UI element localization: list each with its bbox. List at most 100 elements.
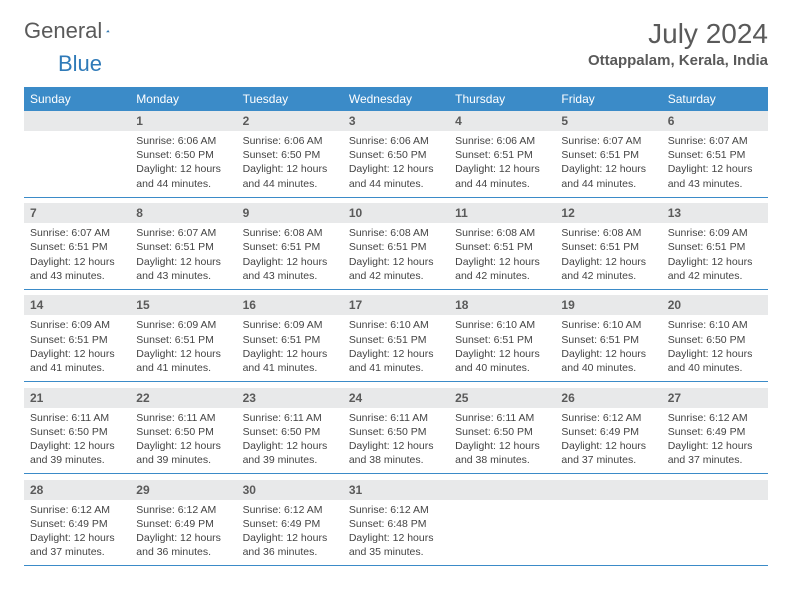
day-number: 4 — [449, 111, 555, 131]
logo-text-2: Blue — [58, 51, 102, 77]
day-detail: Sunrise: 6:09 AMSunset: 6:51 PMDaylight:… — [24, 315, 130, 381]
day-detail: Sunrise: 6:07 AMSunset: 6:51 PMDaylight:… — [24, 223, 130, 289]
weekday-header: Wednesday — [343, 87, 449, 111]
day-detail: Sunrise: 6:09 AMSunset: 6:51 PMDaylight:… — [237, 315, 343, 381]
day-cell: 10Sunrise: 6:08 AMSunset: 6:51 PMDayligh… — [343, 203, 449, 289]
day-cell: 2Sunrise: 6:06 AMSunset: 6:50 PMDaylight… — [237, 111, 343, 197]
day-detail: Sunrise: 6:12 AMSunset: 6:48 PMDaylight:… — [343, 500, 449, 566]
day-cell: 17Sunrise: 6:10 AMSunset: 6:51 PMDayligh… — [343, 295, 449, 381]
day-cell: 31Sunrise: 6:12 AMSunset: 6:48 PMDayligh… — [343, 480, 449, 566]
day-number: 18 — [449, 295, 555, 315]
weekday-header: Monday — [130, 87, 236, 111]
day-number: 30 — [237, 480, 343, 500]
day-detail: Sunrise: 6:12 AMSunset: 6:49 PMDaylight:… — [24, 500, 130, 566]
day-cell: 11Sunrise: 6:08 AMSunset: 6:51 PMDayligh… — [449, 203, 555, 289]
day-cell: 16Sunrise: 6:09 AMSunset: 6:51 PMDayligh… — [237, 295, 343, 381]
day-number: 1 — [130, 111, 236, 131]
day-detail: Sunrise: 6:10 AMSunset: 6:50 PMDaylight:… — [662, 315, 768, 381]
day-detail: Sunrise: 6:11 AMSunset: 6:50 PMDaylight:… — [130, 408, 236, 474]
day-cell — [449, 480, 555, 566]
logo-triangle-icon — [106, 22, 110, 40]
day-detail: Sunrise: 6:08 AMSunset: 6:51 PMDaylight:… — [449, 223, 555, 289]
day-cell: 18Sunrise: 6:10 AMSunset: 6:51 PMDayligh… — [449, 295, 555, 381]
day-cell: 30Sunrise: 6:12 AMSunset: 6:49 PMDayligh… — [237, 480, 343, 566]
day-detail: Sunrise: 6:06 AMSunset: 6:50 PMDaylight:… — [130, 131, 236, 197]
day-cell: 13Sunrise: 6:09 AMSunset: 6:51 PMDayligh… — [662, 203, 768, 289]
day-number: 3 — [343, 111, 449, 131]
day-cell: 24Sunrise: 6:11 AMSunset: 6:50 PMDayligh… — [343, 388, 449, 474]
weekday-header: Sunday — [24, 87, 130, 111]
calendar-week-row: 14Sunrise: 6:09 AMSunset: 6:51 PMDayligh… — [24, 295, 768, 381]
day-detail: Sunrise: 6:06 AMSunset: 6:50 PMDaylight:… — [237, 131, 343, 197]
day-number — [24, 111, 130, 131]
calendar-week-row: 28Sunrise: 6:12 AMSunset: 6:49 PMDayligh… — [24, 480, 768, 566]
logo-text-1: General — [24, 18, 102, 44]
day-detail — [555, 500, 661, 558]
day-cell: 9Sunrise: 6:08 AMSunset: 6:51 PMDaylight… — [237, 203, 343, 289]
day-detail: Sunrise: 6:11 AMSunset: 6:50 PMDaylight:… — [343, 408, 449, 474]
day-number: 19 — [555, 295, 661, 315]
day-cell: 22Sunrise: 6:11 AMSunset: 6:50 PMDayligh… — [130, 388, 236, 474]
day-detail: Sunrise: 6:06 AMSunset: 6:50 PMDaylight:… — [343, 131, 449, 197]
day-detail: Sunrise: 6:11 AMSunset: 6:50 PMDaylight:… — [237, 408, 343, 474]
calendar-week-row: 7Sunrise: 6:07 AMSunset: 6:51 PMDaylight… — [24, 203, 768, 289]
day-cell: 26Sunrise: 6:12 AMSunset: 6:49 PMDayligh… — [555, 388, 661, 474]
day-number: 22 — [130, 388, 236, 408]
day-detail: Sunrise: 6:08 AMSunset: 6:51 PMDaylight:… — [237, 223, 343, 289]
calendar-week-row: 1Sunrise: 6:06 AMSunset: 6:50 PMDaylight… — [24, 111, 768, 197]
day-cell: 25Sunrise: 6:11 AMSunset: 6:50 PMDayligh… — [449, 388, 555, 474]
day-cell: 7Sunrise: 6:07 AMSunset: 6:51 PMDaylight… — [24, 203, 130, 289]
day-number: 8 — [130, 203, 236, 223]
day-cell: 1Sunrise: 6:06 AMSunset: 6:50 PMDaylight… — [130, 111, 236, 197]
day-cell: 21Sunrise: 6:11 AMSunset: 6:50 PMDayligh… — [24, 388, 130, 474]
day-detail: Sunrise: 6:11 AMSunset: 6:50 PMDaylight:… — [24, 408, 130, 474]
day-number: 9 — [237, 203, 343, 223]
day-detail: Sunrise: 6:07 AMSunset: 6:51 PMDaylight:… — [662, 131, 768, 197]
day-detail: Sunrise: 6:12 AMSunset: 6:49 PMDaylight:… — [130, 500, 236, 566]
day-cell: 3Sunrise: 6:06 AMSunset: 6:50 PMDaylight… — [343, 111, 449, 197]
day-number: 25 — [449, 388, 555, 408]
weekday-header: Friday — [555, 87, 661, 111]
day-detail: Sunrise: 6:06 AMSunset: 6:51 PMDaylight:… — [449, 131, 555, 197]
day-cell: 14Sunrise: 6:09 AMSunset: 6:51 PMDayligh… — [24, 295, 130, 381]
day-cell: 6Sunrise: 6:07 AMSunset: 6:51 PMDaylight… — [662, 111, 768, 197]
day-cell: 29Sunrise: 6:12 AMSunset: 6:49 PMDayligh… — [130, 480, 236, 566]
day-cell: 19Sunrise: 6:10 AMSunset: 6:51 PMDayligh… — [555, 295, 661, 381]
day-cell: 12Sunrise: 6:08 AMSunset: 6:51 PMDayligh… — [555, 203, 661, 289]
day-detail: Sunrise: 6:12 AMSunset: 6:49 PMDaylight:… — [662, 408, 768, 474]
title-block: July 2024 Ottappalam, Kerala, India — [588, 18, 768, 69]
day-number: 21 — [24, 388, 130, 408]
day-detail: Sunrise: 6:10 AMSunset: 6:51 PMDaylight:… — [343, 315, 449, 381]
day-cell — [662, 480, 768, 566]
day-cell: 15Sunrise: 6:09 AMSunset: 6:51 PMDayligh… — [130, 295, 236, 381]
calendar-table: Sunday Monday Tuesday Wednesday Thursday… — [24, 87, 768, 566]
day-detail: Sunrise: 6:12 AMSunset: 6:49 PMDaylight:… — [555, 408, 661, 474]
day-detail: Sunrise: 6:08 AMSunset: 6:51 PMDaylight:… — [343, 223, 449, 289]
day-number: 14 — [24, 295, 130, 315]
calendar-week-row: 21Sunrise: 6:11 AMSunset: 6:50 PMDayligh… — [24, 388, 768, 474]
day-cell: 8Sunrise: 6:07 AMSunset: 6:51 PMDaylight… — [130, 203, 236, 289]
day-detail: Sunrise: 6:10 AMSunset: 6:51 PMDaylight:… — [449, 315, 555, 381]
day-detail: Sunrise: 6:08 AMSunset: 6:51 PMDaylight:… — [555, 223, 661, 289]
day-number: 24 — [343, 388, 449, 408]
day-number: 29 — [130, 480, 236, 500]
day-number: 17 — [343, 295, 449, 315]
weekday-header-row: Sunday Monday Tuesday Wednesday Thursday… — [24, 87, 768, 111]
day-detail: Sunrise: 6:11 AMSunset: 6:50 PMDaylight:… — [449, 408, 555, 474]
day-detail — [449, 500, 555, 558]
day-number: 20 — [662, 295, 768, 315]
day-detail: Sunrise: 6:07 AMSunset: 6:51 PMDaylight:… — [555, 131, 661, 197]
day-cell: 4Sunrise: 6:06 AMSunset: 6:51 PMDaylight… — [449, 111, 555, 197]
location-label: Ottappalam, Kerala, India — [588, 52, 768, 69]
day-number: 10 — [343, 203, 449, 223]
day-detail: Sunrise: 6:10 AMSunset: 6:51 PMDaylight:… — [555, 315, 661, 381]
day-number — [449, 480, 555, 500]
day-cell: 5Sunrise: 6:07 AMSunset: 6:51 PMDaylight… — [555, 111, 661, 197]
day-detail: Sunrise: 6:09 AMSunset: 6:51 PMDaylight:… — [130, 315, 236, 381]
day-detail — [24, 131, 130, 189]
day-number: 2 — [237, 111, 343, 131]
day-number: 7 — [24, 203, 130, 223]
day-number: 16 — [237, 295, 343, 315]
month-title: July 2024 — [588, 18, 768, 50]
day-cell: 23Sunrise: 6:11 AMSunset: 6:50 PMDayligh… — [237, 388, 343, 474]
